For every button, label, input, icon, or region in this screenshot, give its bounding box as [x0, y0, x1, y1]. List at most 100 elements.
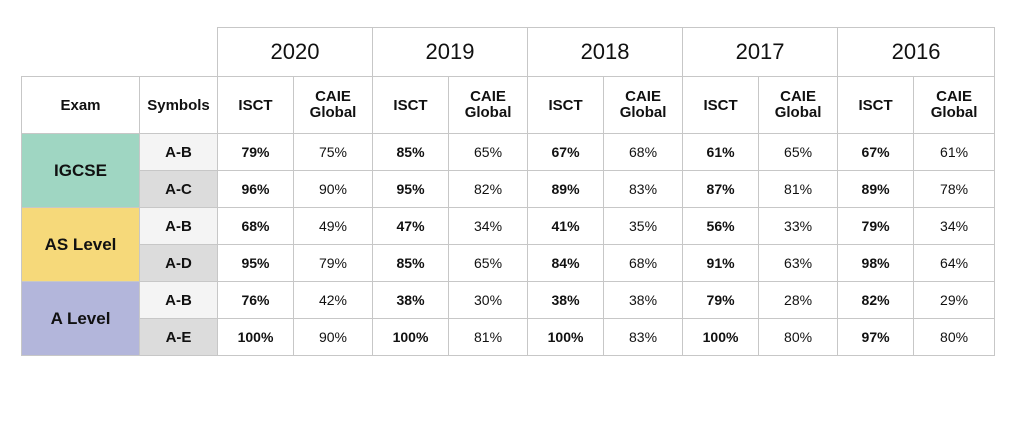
caie-global-value-cell: 68%	[603, 133, 684, 171]
caie-global-value-cell: 64%	[913, 244, 996, 282]
exam-column-header: Exam	[21, 76, 140, 134]
isct-column-header: ISCT	[217, 76, 294, 134]
isct-value-cell: 100%	[372, 318, 450, 356]
isct-value-cell: 100%	[682, 318, 760, 356]
table-row: IGCSE A-B 79% 75% 85% 65% 67% 68% 61% 65% 67% 61%	[21, 133, 996, 208]
caie-label-line2: Global	[464, 104, 512, 121]
isct-value-cell: 85%	[372, 244, 450, 282]
isct-value-cell: 38%	[527, 281, 605, 319]
isct-value-cell: 100%	[527, 318, 605, 356]
isct-value-cell: 95%	[217, 244, 294, 282]
caie-global-column-header: CAIE Global	[913, 76, 996, 134]
caie-global-value-cell: 79%	[292, 244, 374, 282]
caie-global-value-cell: 68%	[603, 244, 684, 282]
symbol-cell: A-B	[139, 207, 218, 245]
isct-value-cell: 89%	[527, 170, 605, 208]
caie-label-line1: CAIE	[936, 88, 972, 105]
caie-global-column-header: CAIE Global	[292, 76, 374, 134]
exam-name-cell: A Level	[21, 281, 140, 356]
caie-global-value-cell: 65%	[758, 133, 839, 171]
year-2016-header: 2016	[837, 27, 996, 77]
exam-name-cell: AS Level	[21, 207, 140, 282]
year-2018-header: 2018	[527, 27, 684, 77]
caie-global-value-cell: 82%	[448, 170, 529, 208]
caie-label-line1: CAIE	[625, 88, 661, 105]
isct-value-cell: 84%	[527, 244, 605, 282]
caie-global-value-cell: 81%	[758, 170, 839, 208]
table-row: A-C 96% 90% 95% 82% 89% 83% 87% 81% 89% 78%	[22, 170, 996, 208]
blank-corner	[21, 27, 218, 77]
caie-label-line2: Global	[619, 104, 667, 121]
caie-global-value-cell: 83%	[603, 318, 684, 356]
caie-label-line1: CAIE	[315, 88, 351, 105]
exam-name-cell: IGCSE	[21, 133, 140, 208]
table-row: AS Level A-B 68% 49% 47% 34% 41% 35% 56% 33% 79% 34…	[21, 207, 996, 282]
results-table-container: 2020 2019 2018 2017 2016 Exam Symbols IS…	[21, 27, 996, 356]
caie-global-value-cell: 29%	[913, 281, 996, 319]
isct-column-header: ISCT	[372, 76, 450, 134]
year-2020-header: 2020	[216, 27, 374, 77]
isct-value-cell: 95%	[372, 170, 450, 208]
caie-global-value-cell: 34%	[913, 207, 996, 245]
caie-global-value-cell: 83%	[603, 170, 684, 208]
isct-column-header: ISCT	[682, 76, 760, 134]
isct-value-cell: 96%	[217, 170, 294, 208]
symbol-cell: A-C	[139, 170, 218, 208]
caie-global-value-cell: 65%	[448, 244, 529, 282]
symbol-cell: A-B	[139, 133, 218, 171]
caie-label-line2: Global	[930, 104, 978, 121]
caie-global-value-cell: 78%	[913, 170, 996, 208]
isct-value-cell: 82%	[837, 281, 915, 319]
caie-label-line2: Global	[309, 104, 357, 121]
caie-label-line1: CAIE	[470, 88, 506, 105]
table-row: A-D 95% 79% 85% 65% 84% 68% 91% 63% 98% 64%	[22, 244, 996, 282]
caie-global-value-cell: 75%	[292, 133, 374, 171]
isct-value-cell: 98%	[837, 244, 915, 282]
caie-global-column-header: CAIE Global	[603, 76, 684, 134]
caie-global-value-cell: 35%	[603, 207, 684, 245]
isct-value-cell: 56%	[682, 207, 760, 245]
caie-global-column-header: CAIE Global	[448, 76, 529, 134]
caie-global-value-cell: 65%	[448, 133, 529, 171]
year-header-row: 2020 2019 2018 2017 2016	[21, 27, 996, 77]
isct-value-cell: 61%	[682, 133, 760, 171]
caie-global-value-cell: 30%	[448, 281, 529, 319]
isct-value-cell: 67%	[527, 133, 605, 171]
caie-global-value-cell: 38%	[603, 281, 684, 319]
isct-value-cell: 100%	[217, 318, 294, 356]
table-row: A Level A-B 76% 42% 38% 30% 38% 38% 79% 28% 82% 29%	[21, 281, 996, 356]
isct-value-cell: 79%	[217, 133, 294, 171]
results-table: 2020 2019 2018 2017 2016 Exam Symbols IS…	[21, 27, 996, 356]
isct-value-cell: 41%	[527, 207, 605, 245]
year-2019-header: 2019	[372, 27, 529, 77]
symbols-column-header: Symbols	[139, 76, 218, 134]
caie-global-column-header: CAIE Global	[758, 76, 839, 134]
isct-value-cell: 87%	[682, 170, 760, 208]
caie-global-value-cell: 33%	[758, 207, 839, 245]
caie-global-value-cell: 80%	[913, 318, 996, 356]
isct-value-cell: 91%	[682, 244, 760, 282]
column-header-row: Exam Symbols ISCT CAIE Global ISCT CAIE Gl…	[21, 76, 996, 134]
isct-value-cell: 38%	[372, 281, 450, 319]
year-2017-header: 2017	[682, 27, 839, 77]
isct-column-header: ISCT	[527, 76, 605, 134]
table-row: A-E 100% 90% 100% 81% 100% 83% 100% 80% 97% 80%	[22, 318, 996, 356]
caie-global-value-cell: 28%	[758, 281, 839, 319]
symbol-cell: A-B	[139, 281, 218, 319]
caie-label-line2: Global	[774, 104, 822, 121]
caie-global-value-cell: 90%	[292, 170, 374, 208]
caie-label-line1: CAIE	[780, 88, 816, 105]
isct-value-cell: 76%	[217, 281, 294, 319]
caie-global-value-cell: 81%	[448, 318, 529, 356]
isct-value-cell: 68%	[217, 207, 294, 245]
symbol-cell: A-E	[139, 318, 218, 356]
caie-global-value-cell: 80%	[758, 318, 839, 356]
isct-value-cell: 79%	[837, 207, 915, 245]
caie-global-value-cell: 34%	[448, 207, 529, 245]
caie-global-value-cell: 42%	[292, 281, 374, 319]
isct-column-header: ISCT	[837, 76, 915, 134]
isct-value-cell: 79%	[682, 281, 760, 319]
results-table-body: IGCSE A-B 79% 75% 85% 65% 67% 68% 61% 65% 67% 61% A-…	[21, 133, 996, 356]
isct-value-cell: 89%	[837, 170, 915, 208]
caie-global-value-cell: 90%	[292, 318, 374, 356]
